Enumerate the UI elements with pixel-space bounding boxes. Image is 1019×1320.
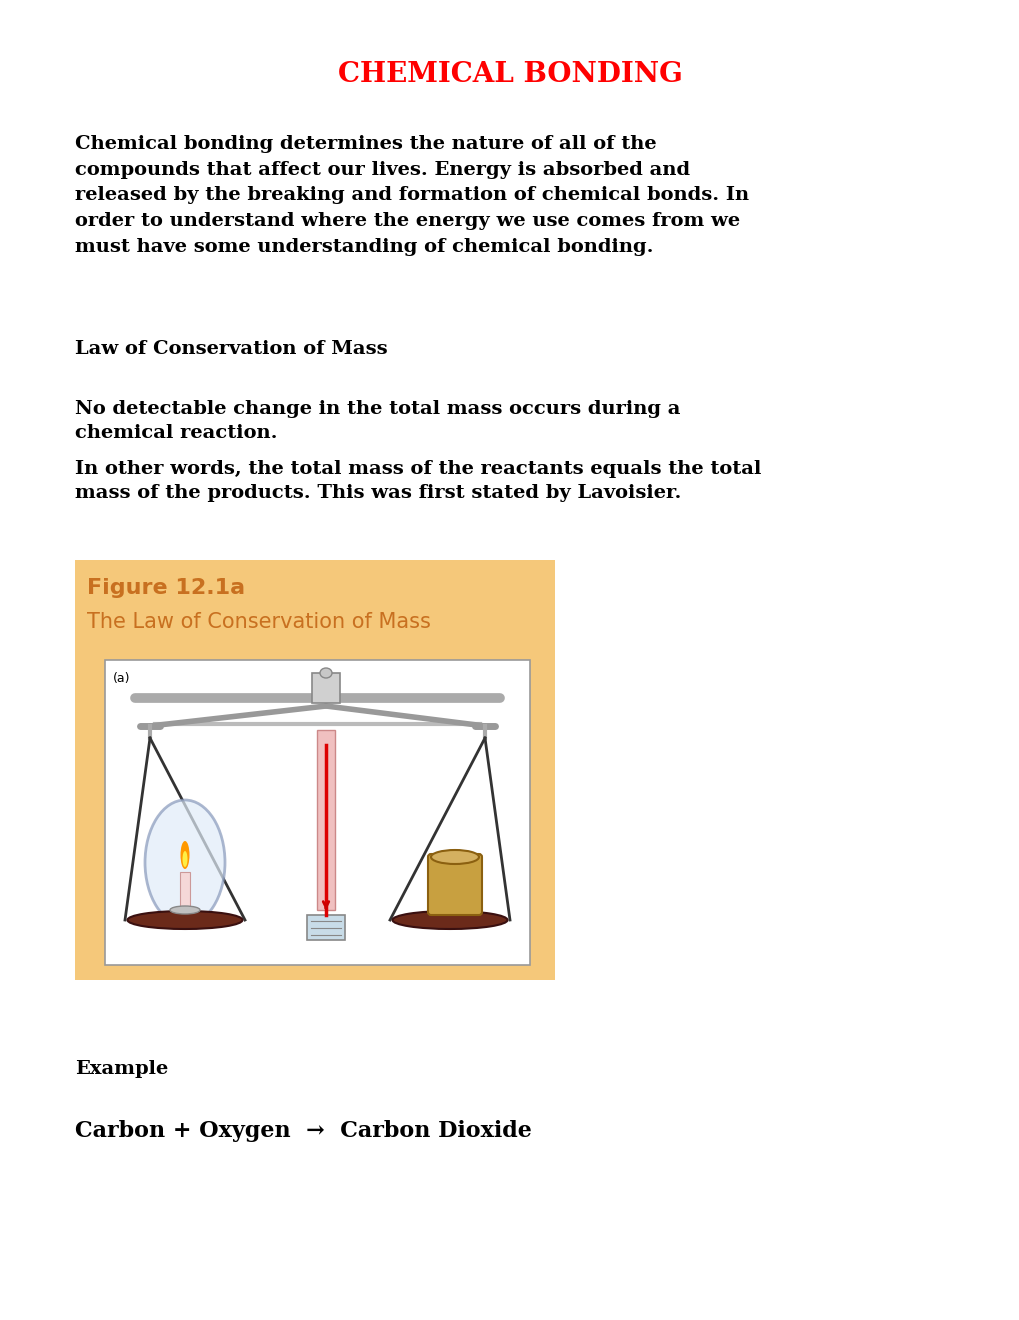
Text: Figure 12.1a: Figure 12.1a [87,578,245,598]
Text: The Law of Conservation of Mass: The Law of Conservation of Mass [87,612,430,632]
Text: No detectable change in the total mass occurs during a
chemical reaction.: No detectable change in the total mass o… [75,400,680,442]
FancyBboxPatch shape [428,854,482,915]
Text: Carbon + Oxygen  →  Carbon Dioxide: Carbon + Oxygen → Carbon Dioxide [75,1119,531,1142]
Bar [317,730,334,909]
Text: CHEMICAL BONDING: CHEMICAL BONDING [337,62,682,88]
Text: In other words, the total mass of the reactants equals the total
mass of the pro: In other words, the total mass of the re… [75,459,760,503]
Bar [179,873,190,909]
Text: (a): (a) [113,672,130,685]
Text: Law of Conservation of Mass: Law of Conservation of Mass [75,341,387,358]
Text: Example: Example [75,1060,168,1078]
Bar [105,660,530,965]
Ellipse shape [180,841,190,869]
Ellipse shape [145,800,225,925]
Bar [75,560,554,979]
Ellipse shape [392,911,507,929]
Ellipse shape [170,906,200,913]
Ellipse shape [127,911,243,929]
Bar [307,915,344,940]
Ellipse shape [320,668,331,678]
Ellipse shape [182,851,187,867]
Ellipse shape [431,850,479,865]
Bar [312,673,339,704]
Text: Chemical bonding determines the nature of all of the
compounds that affect our l: Chemical bonding determines the nature o… [75,135,748,256]
